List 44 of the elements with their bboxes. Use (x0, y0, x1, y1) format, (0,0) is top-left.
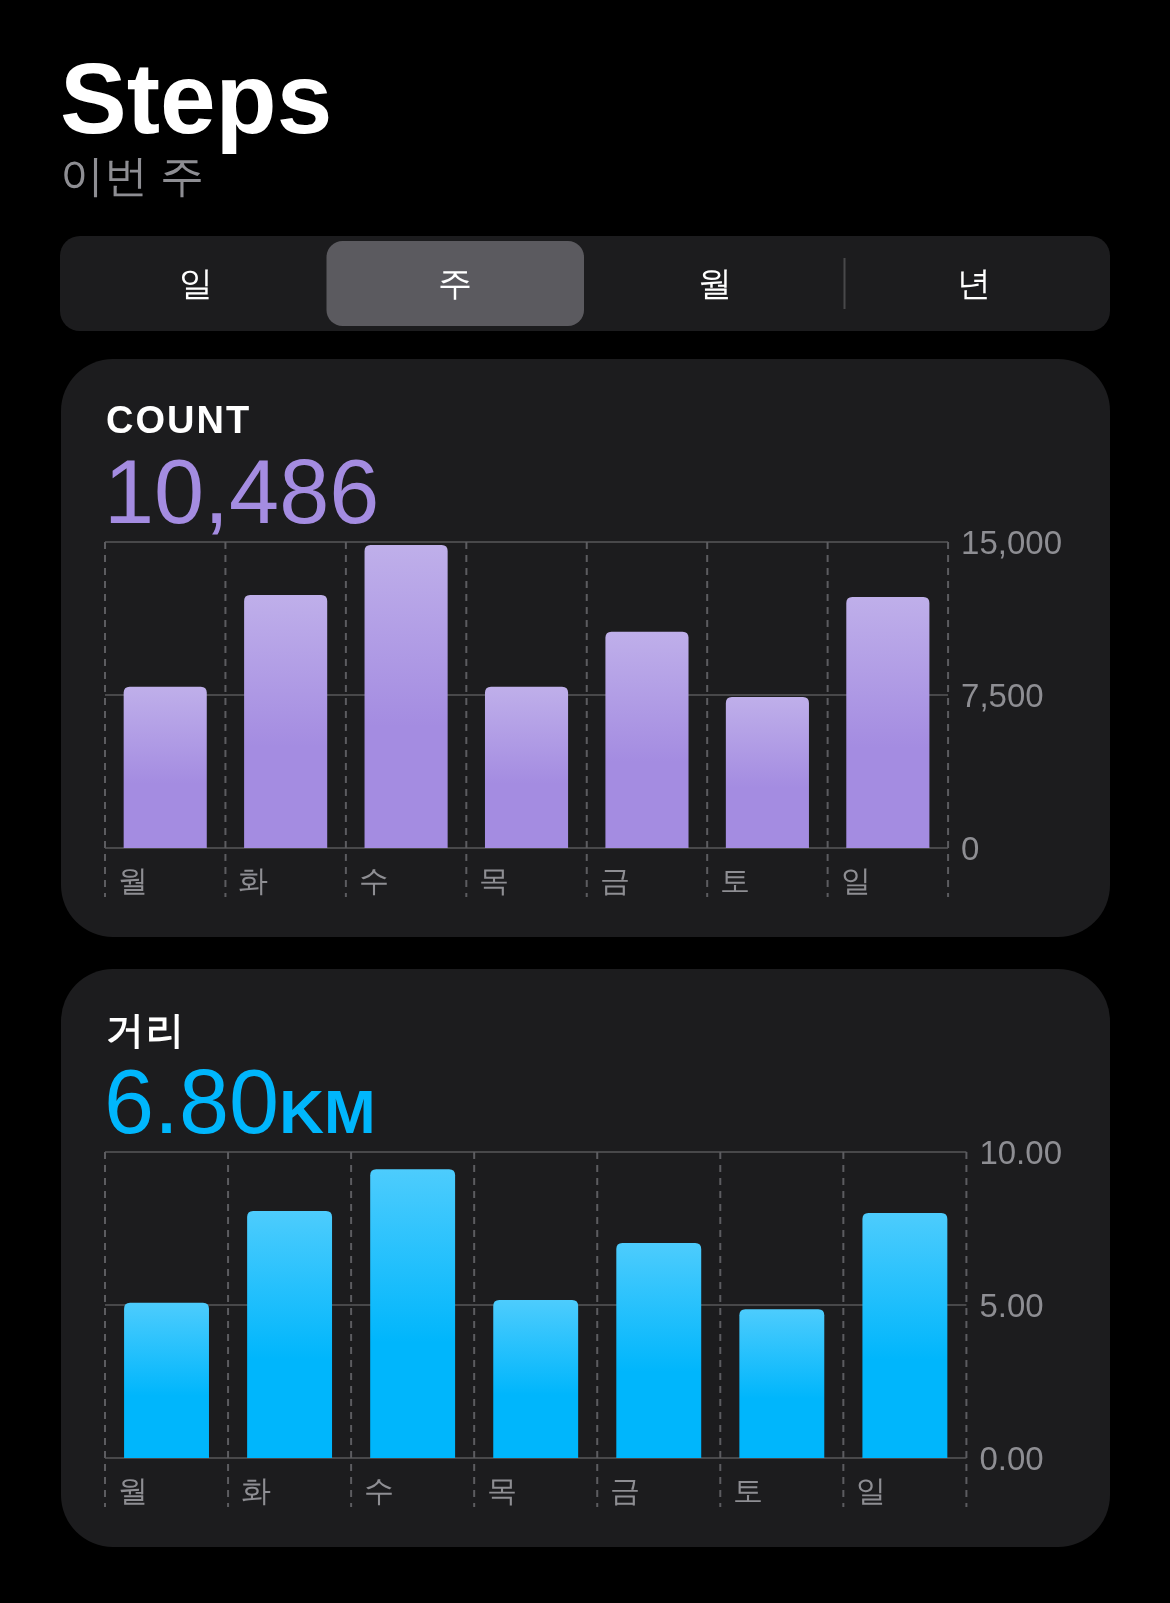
x-tick-label: 토 (733, 1474, 764, 1507)
bar (370, 1169, 456, 1458)
chart-subtitle: 10,486 (104, 442, 380, 542)
bar (364, 545, 448, 848)
x-tick-label: 목 (479, 864, 510, 897)
bar (605, 631, 689, 848)
chart-subtitle: 6.80KM (104, 1052, 376, 1152)
bar (493, 1300, 579, 1458)
x-tick-label: 토 (720, 864, 751, 897)
x-tick-label: 일 (840, 864, 871, 897)
text: Steps (60, 42, 333, 154)
segment-label: 주 (438, 264, 473, 302)
y-tick-label: 0 (961, 830, 980, 867)
y-tick-label: 10.00 (979, 1134, 1062, 1171)
segment-label: 월 (697, 264, 732, 302)
x-tick-label: 화 (241, 1474, 272, 1507)
text: 이번 주 (60, 151, 205, 200)
chart-title: COUNT (106, 399, 252, 441)
y-tick-label: 5.00 (979, 1287, 1044, 1324)
bar (244, 595, 328, 848)
x-tick-label: 금 (610, 1474, 641, 1507)
y-tick-label: 0.00 (979, 1440, 1044, 1477)
x-tick-label: 수 (358, 864, 389, 897)
bar (725, 697, 809, 848)
bar (124, 1302, 209, 1458)
bar (739, 1309, 825, 1458)
segment-label: 년 (957, 264, 992, 302)
segment-label: 일 (178, 264, 213, 302)
bar (484, 686, 569, 848)
y-tick-label: 7,500 (961, 677, 1044, 714)
x-tick-label: 월 (118, 864, 148, 897)
x-tick-label: 월 (118, 1474, 148, 1507)
x-tick-label: 목 (487, 1474, 518, 1507)
x-tick-label: 일 (856, 1474, 887, 1507)
chart-title: 거리 (106, 1009, 186, 1051)
x-tick-label: 금 (599, 864, 630, 897)
bar (846, 597, 930, 848)
x-tick-label: 화 (238, 864, 269, 897)
bar (616, 1242, 702, 1458)
x-tick-label: 수 (364, 1474, 395, 1507)
y-tick-label: 15,000 (961, 524, 1062, 561)
bar (247, 1211, 333, 1458)
bar (123, 686, 207, 848)
bar (862, 1212, 948, 1458)
